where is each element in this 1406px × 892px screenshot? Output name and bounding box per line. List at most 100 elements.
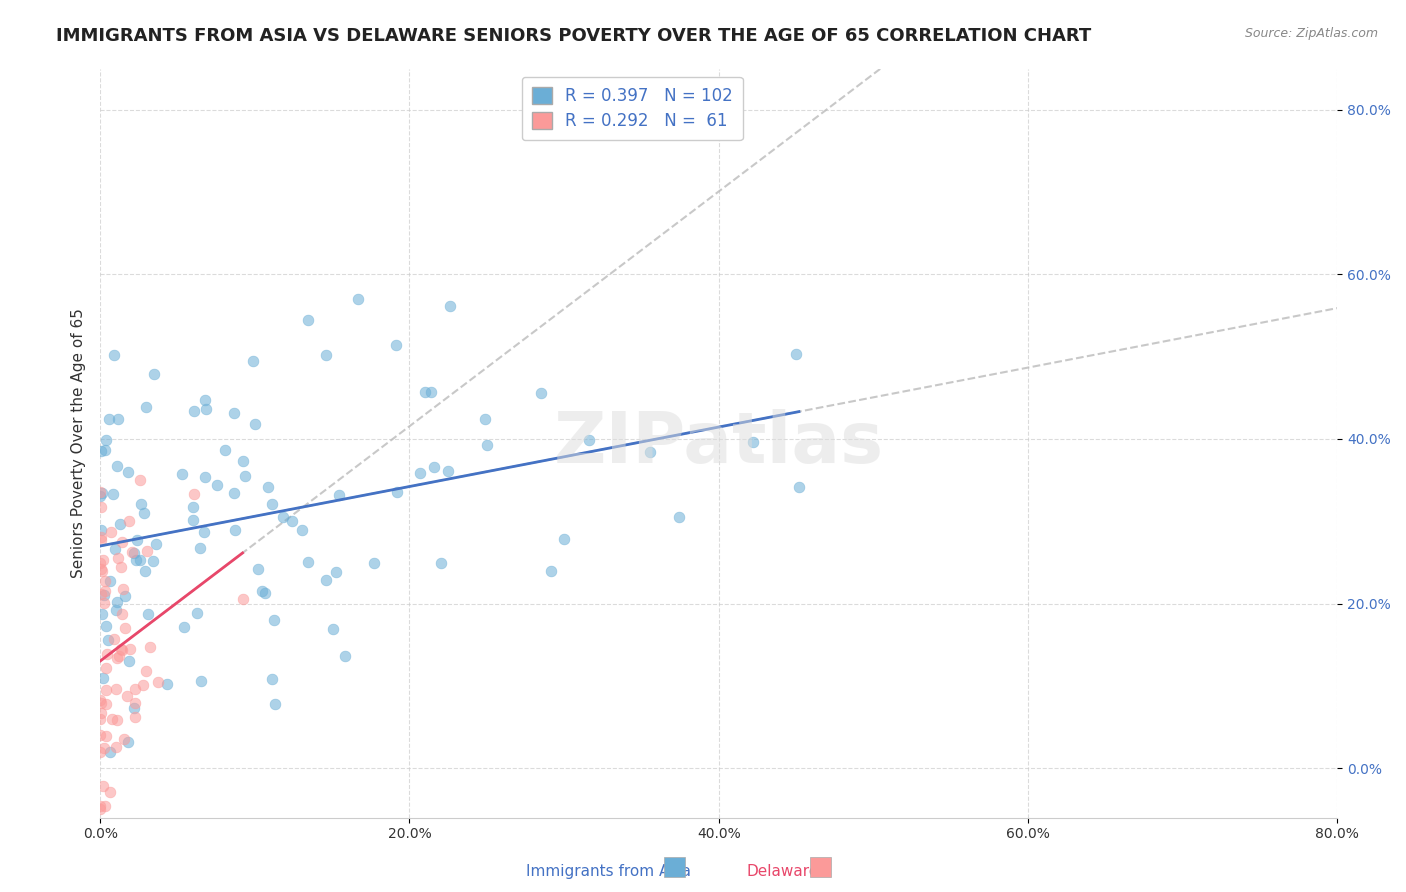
Immigrants from Asia xyxy=(415,385,437,400)
Immigrants from Asia xyxy=(97,632,120,647)
Immigrants from Asia xyxy=(103,348,125,362)
Delaware xyxy=(124,709,146,723)
Delaware xyxy=(90,587,112,601)
Y-axis label: Seniors Poverty Over the Age of 65: Seniors Poverty Over the Age of 65 xyxy=(72,308,86,578)
Immigrants from Asia xyxy=(94,442,117,457)
Immigrants from Asia xyxy=(280,514,302,528)
Delaware xyxy=(105,651,128,665)
Immigrants from Asia xyxy=(194,393,217,408)
Immigrants from Asia xyxy=(578,434,600,448)
Delaware xyxy=(90,533,112,547)
Immigrants from Asia xyxy=(125,553,148,567)
Text: ZIPatlas: ZIPatlas xyxy=(554,409,884,477)
Delaware xyxy=(103,632,125,646)
Delaware xyxy=(93,596,115,610)
Delaware xyxy=(91,553,114,567)
Immigrants from Asia xyxy=(260,672,283,686)
Immigrants from Asia xyxy=(193,524,215,539)
Delaware xyxy=(89,693,111,707)
Delaware xyxy=(105,740,128,755)
Immigrants from Asia xyxy=(172,467,194,481)
Immigrants from Asia xyxy=(129,553,152,567)
Immigrants from Asia xyxy=(297,555,319,569)
Immigrants from Asia xyxy=(105,603,128,617)
Immigrants from Asia xyxy=(142,554,165,568)
Immigrants from Asia xyxy=(114,589,136,603)
Delaware xyxy=(96,647,118,661)
Immigrants from Asia xyxy=(742,435,765,450)
Immigrants from Asia xyxy=(439,299,461,313)
Delaware xyxy=(90,562,112,576)
Delaware xyxy=(89,485,111,500)
Delaware xyxy=(94,799,117,814)
Delaware xyxy=(98,785,121,799)
Immigrants from Asia xyxy=(93,588,115,602)
Immigrants from Asia xyxy=(530,386,553,401)
Immigrants from Asia xyxy=(98,745,121,759)
Delaware xyxy=(89,712,111,726)
Delaware xyxy=(124,681,146,696)
Immigrants from Asia xyxy=(188,541,211,555)
Immigrants from Asia xyxy=(325,565,347,579)
Delaware xyxy=(110,607,132,621)
Immigrants from Asia xyxy=(553,532,575,546)
Immigrants from Asia xyxy=(264,697,287,711)
Immigrants from Asia xyxy=(474,411,496,425)
Delaware xyxy=(117,690,139,704)
Immigrants from Asia xyxy=(124,701,146,715)
Immigrants from Asia xyxy=(134,564,156,578)
Delaware xyxy=(94,574,117,588)
Immigrants from Asia xyxy=(194,469,217,483)
Delaware xyxy=(94,583,117,598)
Immigrants from Asia xyxy=(315,348,337,362)
Immigrants from Asia xyxy=(787,480,810,494)
Immigrants from Asia xyxy=(105,458,128,473)
Delaware xyxy=(107,551,129,566)
Immigrants from Asia xyxy=(156,677,179,691)
Delaware xyxy=(121,544,143,558)
Immigrants from Asia xyxy=(346,292,368,306)
Immigrants from Asia xyxy=(260,497,283,511)
Immigrants from Asia xyxy=(98,574,121,589)
Delaware xyxy=(105,713,128,727)
Immigrants from Asia xyxy=(94,619,117,633)
Immigrants from Asia xyxy=(540,564,562,578)
Immigrants from Asia xyxy=(145,537,167,551)
Delaware xyxy=(89,745,111,759)
Immigrants from Asia xyxy=(291,523,314,537)
Immigrants from Asia xyxy=(143,367,166,381)
Immigrants from Asia xyxy=(118,654,141,668)
Delaware xyxy=(90,530,112,544)
Immigrants from Asia xyxy=(125,533,148,547)
Immigrants from Asia xyxy=(363,556,385,570)
Immigrants from Asia xyxy=(242,353,264,368)
Immigrants from Asia xyxy=(263,613,285,627)
Delaware xyxy=(105,681,128,696)
Immigrants from Asia xyxy=(107,412,129,426)
Immigrants from Asia xyxy=(90,523,112,537)
Delaware xyxy=(89,729,111,743)
Delaware xyxy=(232,591,254,606)
Delaware xyxy=(124,696,146,710)
Immigrants from Asia xyxy=(254,586,277,600)
Immigrants from Asia xyxy=(409,466,432,480)
Immigrants from Asia xyxy=(117,466,139,480)
Delaware xyxy=(120,642,142,657)
Delaware xyxy=(111,535,134,549)
Delaware xyxy=(132,678,155,692)
Text: IMMIGRANTS FROM ASIA VS DELAWARE SENIORS POVERTY OVER THE AGE OF 65 CORRELATION : IMMIGRANTS FROM ASIA VS DELAWARE SENIORS… xyxy=(56,27,1091,45)
Immigrants from Asia xyxy=(89,489,111,503)
Immigrants from Asia xyxy=(190,674,212,689)
Immigrants from Asia xyxy=(195,402,218,417)
Immigrants from Asia xyxy=(436,464,458,478)
Text: Delaware: Delaware xyxy=(747,863,820,879)
Delaware xyxy=(110,560,132,574)
Immigrants from Asia xyxy=(181,513,204,527)
Immigrants from Asia xyxy=(103,487,125,501)
Delaware xyxy=(90,696,112,710)
Delaware xyxy=(110,643,132,657)
Delaware xyxy=(107,648,129,663)
Delaware xyxy=(146,674,169,689)
Text: Source: ZipAtlas.com: Source: ZipAtlas.com xyxy=(1244,27,1378,40)
Immigrants from Asia xyxy=(315,574,337,588)
